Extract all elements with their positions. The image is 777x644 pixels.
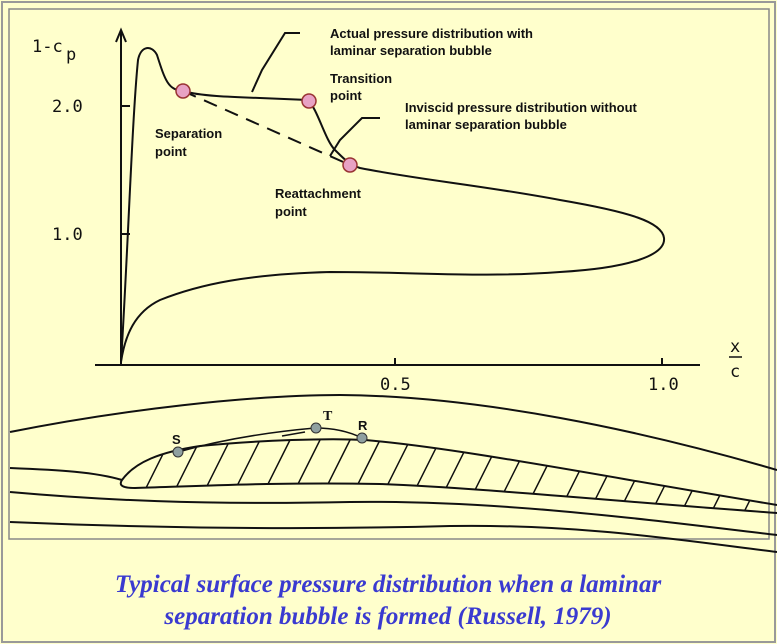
annotation: laminar separation bubble [330, 43, 492, 58]
streamline [9, 467, 123, 481]
x-tick-label: 1.0 [648, 375, 679, 395]
x-label-num: x [730, 337, 740, 357]
leader-line [329, 117, 380, 157]
annotation: Inviscid pressure distribution without [405, 100, 638, 115]
bubble-outline [177, 427, 363, 453]
x-tick-label: 0.5 [380, 375, 411, 395]
annotation: Reattachment [275, 186, 362, 201]
airfoil-label: T [323, 409, 333, 424]
r-marker [356, 432, 368, 444]
annotation: point [155, 144, 187, 159]
s-marker [172, 446, 184, 458]
reverse-flow-arrow [281, 431, 306, 437]
reattachment-marker [342, 157, 358, 173]
annotation: Separation [155, 126, 222, 141]
caption: Typical surface pressure distribution wh… [115, 571, 662, 598]
y-tick-label: 2.0 [52, 97, 83, 117]
separation-marker [175, 83, 191, 99]
annotation: point [275, 204, 307, 219]
transition-marker [301, 93, 317, 109]
figure-border [8, 8, 770, 540]
annotation: laminar separation bubble [405, 117, 567, 132]
airfoil-label: R [358, 418, 368, 433]
y-axis-arrow [115, 27, 127, 43]
annotation: Transition [330, 71, 392, 86]
streamline [9, 491, 777, 536]
airfoil-label: S [172, 432, 181, 447]
x-label-den: c [730, 362, 740, 382]
annotation: point [330, 88, 362, 103]
pressure-curve [120, 47, 666, 363]
inviscid-curve [182, 90, 351, 166]
streamline [9, 521, 777, 553]
y-label: 1-c [32, 37, 63, 57]
y-tick-label: 1.0 [52, 225, 83, 245]
y-label-sub: p [66, 45, 76, 65]
caption: separation bubble is formed (Russell, 19… [163, 603, 611, 630]
t-marker [310, 422, 322, 434]
leader-line [251, 32, 300, 93]
streamline [9, 393, 777, 471]
airfoil [119, 438, 777, 514]
annotation: Actual pressure distribution with [330, 26, 533, 41]
